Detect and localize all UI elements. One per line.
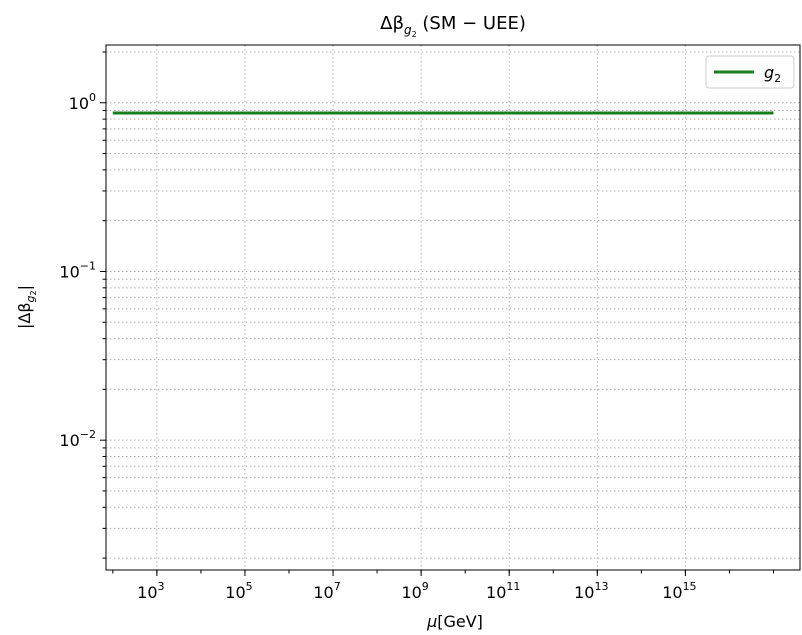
axis-ticks: 103 105 107 109 1011 1013 1015 100 10−1 10−2 [59, 51, 774, 602]
x-tick-label: 107 [313, 580, 340, 602]
legend-label-g2: g2 [764, 63, 781, 85]
grid-lines [106, 45, 800, 570]
legend: g2 [705, 55, 795, 89]
chart-title: Δβg2 (SM − UEE) [380, 13, 526, 39]
x-tick-label: 1015 [662, 580, 696, 602]
x-tick-label: 109 [401, 580, 428, 602]
x-tick-label: 103 [137, 580, 164, 602]
x-axis-label: μ[GeV] [426, 612, 483, 631]
y-tick-label: 100 [69, 91, 96, 113]
x-tick-label: 1013 [574, 580, 608, 602]
y-tick-label: 10−1 [59, 259, 96, 281]
y-tick-label: 10−2 [59, 428, 96, 450]
plot-frame [105, 44, 801, 571]
y-axis-label: |Δβg2| [15, 285, 38, 329]
x-tick-label: 1011 [486, 580, 520, 602]
x-tick-label: 105 [225, 580, 252, 602]
